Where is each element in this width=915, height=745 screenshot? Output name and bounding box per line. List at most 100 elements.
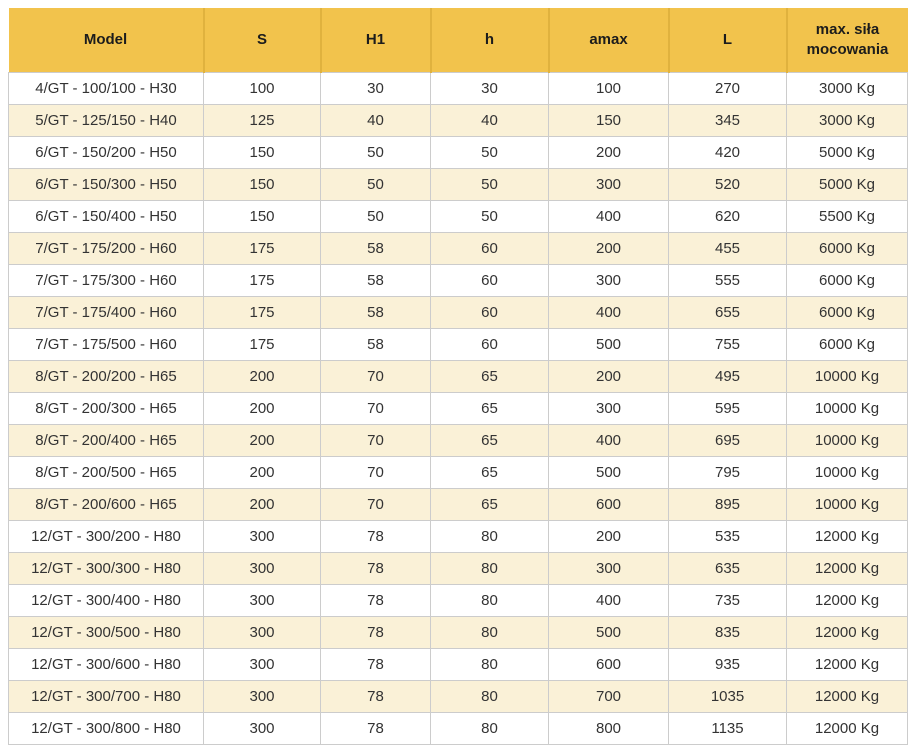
cell-l: 455	[668, 232, 787, 265]
cell-l: 735	[668, 584, 787, 617]
cell-s: 200	[203, 488, 321, 521]
cell-h1: 78	[320, 520, 431, 553]
cell-model: 7/GT - 175/500 - H60	[8, 328, 204, 361]
cell-h: 60	[430, 232, 549, 265]
cell-h1: 78	[320, 552, 431, 585]
cell-amax: 400	[548, 584, 669, 617]
table-row: 6/GT - 150/400 - H50 150 50 50 400 620 5500 Kg	[8, 200, 908, 233]
cell-model: 12/GT - 300/800 - H80	[8, 712, 204, 745]
cell-amax: 600	[548, 488, 669, 521]
cell-h1: 70	[320, 392, 431, 425]
cell-s: 300	[203, 680, 321, 713]
column-header-model: Model	[8, 8, 204, 73]
table-row: 7/GT - 175/200 - H60 175 58 60 200 455 6000 Kg	[8, 232, 908, 265]
cell-h: 50	[430, 168, 549, 201]
cell-model: 7/GT - 175/400 - H60	[8, 296, 204, 329]
column-header-s: S	[202, 8, 321, 73]
cell-max-sila-mocowania: 3000 Kg	[786, 104, 908, 137]
cell-l: 620	[668, 200, 787, 233]
cell-max-sila-mocowania: 10000 Kg	[786, 360, 908, 393]
cell-s: 150	[203, 136, 321, 169]
spec-table: Model S H1 h amax L max. siła mocowania …	[8, 8, 908, 745]
cell-h1: 70	[320, 360, 431, 393]
cell-max-sila-mocowania: 12000 Kg	[786, 520, 908, 553]
table-row: 8/GT - 200/200 - H65 200 70 65 200 495 10000 K…	[8, 360, 908, 393]
cell-model: 8/GT - 200/500 - H65	[8, 456, 204, 489]
cell-max-sila-mocowania: 12000 Kg	[786, 680, 908, 713]
cell-h: 80	[430, 552, 549, 585]
cell-s: 175	[203, 232, 321, 265]
cell-l: 1035	[668, 680, 787, 713]
cell-l: 520	[668, 168, 787, 201]
table-row: 12/GT - 300/600 - H80 300 78 80 600 935 12000 …	[8, 648, 908, 681]
cell-h1: 78	[320, 584, 431, 617]
cell-max-sila-mocowania: 5000 Kg	[786, 136, 908, 169]
table-row: 12/GT - 300/500 - H80 300 78 80 500 835 12000 …	[8, 616, 908, 649]
cell-model: 12/GT - 300/300 - H80	[8, 552, 204, 585]
cell-l: 935	[668, 648, 787, 681]
cell-l: 535	[668, 520, 787, 553]
table-row: 8/GT - 200/400 - H65 200 70 65 400 695 10000 K…	[8, 424, 908, 457]
cell-h: 60	[430, 264, 549, 297]
cell-h: 40	[430, 104, 549, 137]
cell-h: 80	[430, 584, 549, 617]
cell-max-sila-mocowania: 12000 Kg	[786, 712, 908, 745]
cell-max-sila-mocowania: 6000 Kg	[786, 232, 908, 265]
cell-model: 7/GT - 175/300 - H60	[8, 264, 204, 297]
cell-h1: 70	[320, 456, 431, 489]
header-row: Model S H1 h amax L max. siła mocowania	[8, 8, 908, 73]
cell-h1: 70	[320, 488, 431, 521]
cell-s: 300	[203, 584, 321, 617]
table-row: 12/GT - 300/700 - H80 300 78 80 700 1035 12000…	[8, 680, 908, 713]
table-row: 8/GT - 200/600 - H65 200 70 65 600 895 10000 K…	[8, 488, 908, 521]
cell-h1: 58	[320, 328, 431, 361]
cell-max-sila-mocowania: 6000 Kg	[786, 296, 908, 329]
cell-s: 300	[203, 520, 321, 553]
cell-h1: 78	[320, 712, 431, 745]
cell-amax: 800	[548, 712, 669, 745]
cell-model: 4/GT - 100/100 - H30	[8, 72, 204, 105]
cell-h1: 78	[320, 648, 431, 681]
cell-model: 8/GT - 200/400 - H65	[8, 424, 204, 457]
cell-h1: 78	[320, 616, 431, 649]
table-row: 6/GT - 150/200 - H50 150 50 50 200 420 5000 Kg	[8, 136, 908, 169]
cell-h: 60	[430, 296, 549, 329]
cell-max-sila-mocowania: 10000 Kg	[786, 488, 908, 521]
table-row: 12/GT - 300/800 - H80 300 78 80 800 1135 12000…	[8, 712, 908, 745]
table-row: 7/GT - 175/500 - H60 175 58 60 500 755 6000 Kg	[8, 328, 908, 361]
cell-amax: 200	[548, 136, 669, 169]
cell-amax: 300	[548, 168, 669, 201]
cell-h1: 58	[320, 264, 431, 297]
cell-max-sila-mocowania: 5500 Kg	[786, 200, 908, 233]
cell-l: 755	[668, 328, 787, 361]
cell-l: 795	[668, 456, 787, 489]
cell-s: 200	[203, 360, 321, 393]
cell-h1: 50	[320, 168, 431, 201]
cell-s: 100	[203, 72, 321, 105]
cell-h: 65	[430, 456, 549, 489]
table-row: 7/GT - 175/400 - H60 175 58 60 400 655 6000 Kg	[8, 296, 908, 329]
cell-model: 7/GT - 175/200 - H60	[8, 232, 204, 265]
table-row: 12/GT - 300/200 - H80 300 78 80 200 535 12000 …	[8, 520, 908, 553]
cell-h: 60	[430, 328, 549, 361]
cell-amax: 400	[548, 200, 669, 233]
cell-model: 5/GT - 125/150 - H40	[8, 104, 204, 137]
cell-s: 175	[203, 296, 321, 329]
cell-max-sila-mocowania: 12000 Kg	[786, 648, 908, 681]
cell-amax: 300	[548, 552, 669, 585]
column-header-l: L	[667, 8, 787, 73]
cell-h: 80	[430, 520, 549, 553]
cell-h: 80	[430, 648, 549, 681]
cell-amax: 200	[548, 360, 669, 393]
cell-max-sila-mocowania: 10000 Kg	[786, 456, 908, 489]
cell-l: 695	[668, 424, 787, 457]
column-header-h: h	[429, 8, 549, 73]
cell-s: 150	[203, 168, 321, 201]
cell-l: 835	[668, 616, 787, 649]
cell-h: 65	[430, 488, 549, 521]
cell-model: 6/GT - 150/200 - H50	[8, 136, 204, 169]
cell-h1: 50	[320, 200, 431, 233]
cell-h1: 58	[320, 296, 431, 329]
cell-amax: 400	[548, 424, 669, 457]
